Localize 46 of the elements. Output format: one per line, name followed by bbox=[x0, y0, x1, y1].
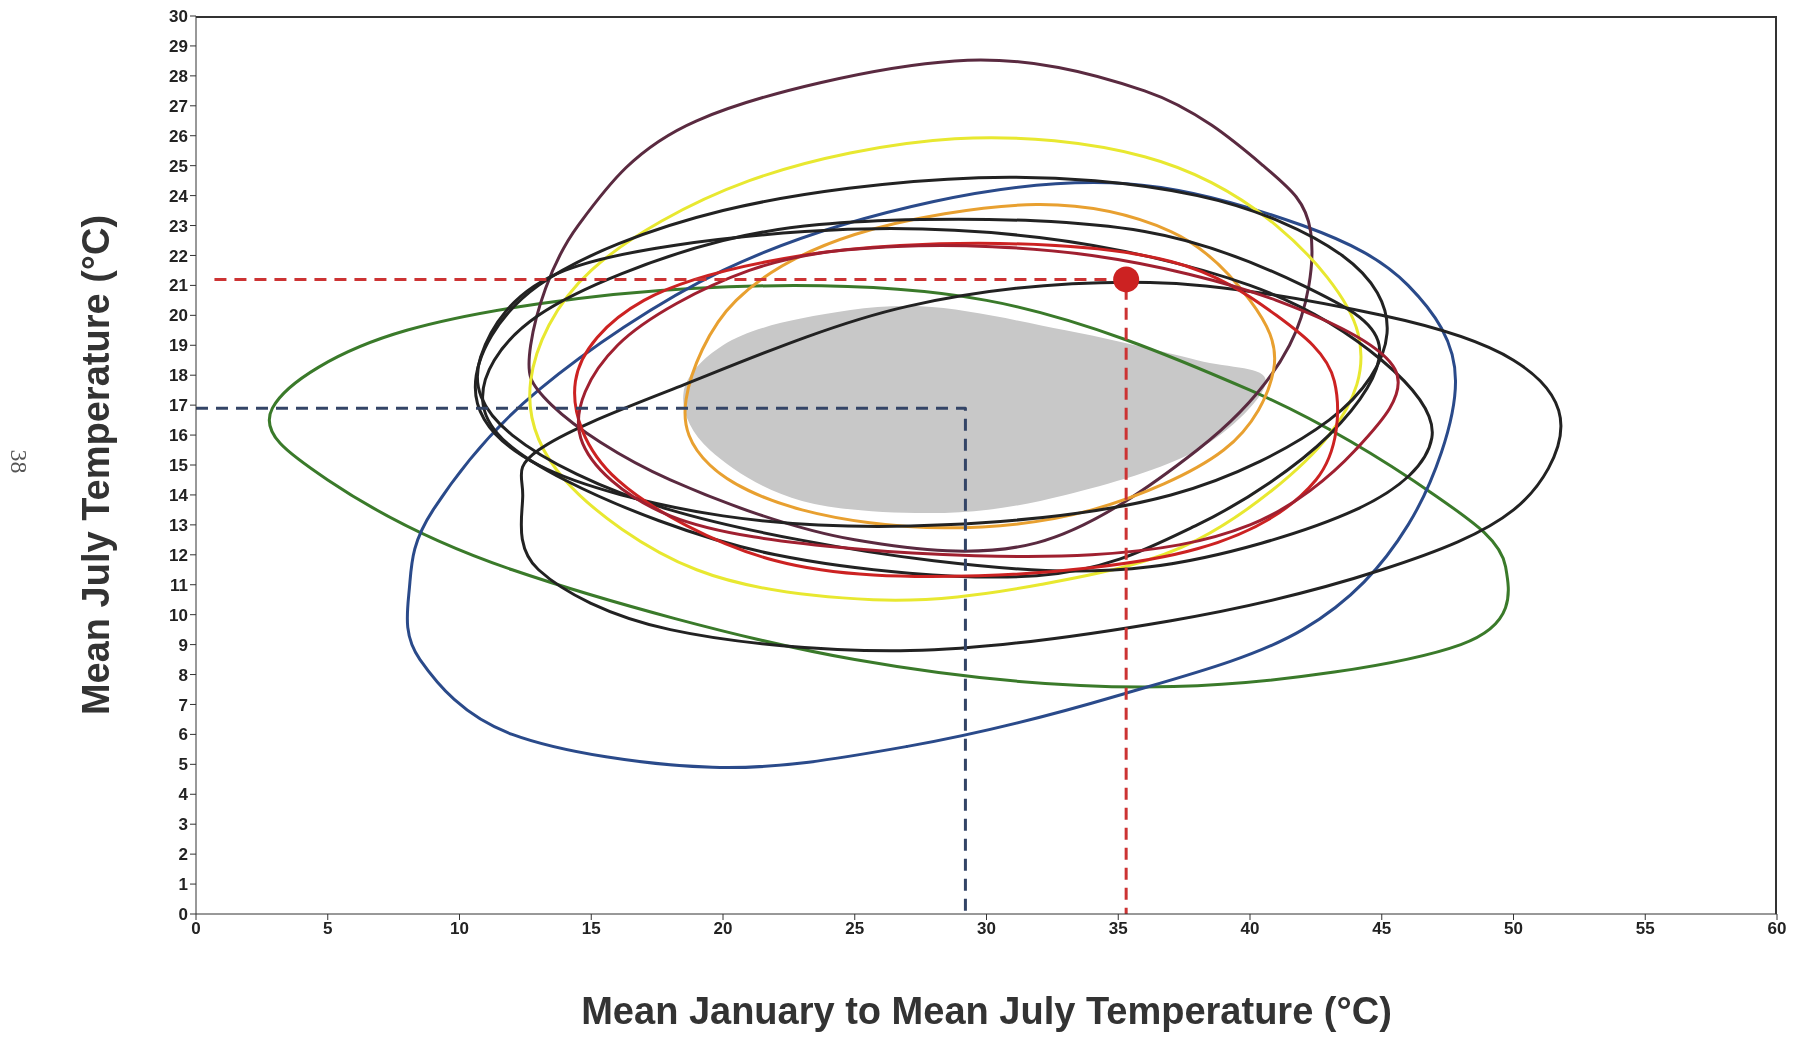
x-tick-label: 30 bbox=[977, 919, 996, 939]
y-axis-title: Mean July Temperature (°C) bbox=[75, 214, 118, 716]
y-tick-label: 1 bbox=[178, 875, 188, 895]
x-tick-label: 5 bbox=[323, 919, 333, 939]
y-tick-label: 2 bbox=[178, 845, 188, 865]
y-tick-label: 21 bbox=[169, 276, 188, 296]
y-tick-label: 4 bbox=[178, 785, 189, 805]
y-tick-label: 26 bbox=[169, 126, 188, 146]
x-tick-label: 55 bbox=[1635, 919, 1655, 939]
y-tick-label: 27 bbox=[169, 96, 188, 116]
y-tick-label: 5 bbox=[178, 755, 188, 775]
y-tick-label: 13 bbox=[169, 515, 188, 535]
y-tick-label: 8 bbox=[178, 665, 188, 685]
y-tick-label: 16 bbox=[169, 426, 188, 446]
y-tick-label: 25 bbox=[169, 156, 188, 176]
y-tick-label: 11 bbox=[170, 575, 188, 595]
y-tick-label: 10 bbox=[169, 605, 188, 625]
y-tick-label: 18 bbox=[169, 366, 188, 386]
y-tick-label: 7 bbox=[178, 695, 188, 715]
y-tick-label: 19 bbox=[169, 336, 188, 356]
x-axis-title: Mean January to Mean July Temperature (°C) bbox=[581, 990, 1392, 1032]
y-tick-label: 20 bbox=[169, 306, 188, 326]
text: 38 bbox=[4, 449, 32, 474]
y-tick-label: 6 bbox=[178, 725, 188, 745]
x-tick-label: 40 bbox=[1240, 919, 1260, 939]
y-tick-label: 9 bbox=[178, 635, 188, 655]
x-tick-label: 10 bbox=[450, 919, 469, 939]
y-tick-label: 24 bbox=[169, 186, 189, 206]
y-tick-label: 23 bbox=[169, 216, 188, 236]
x-tick-label: 50 bbox=[1504, 919, 1523, 939]
y-tick-label: 30 bbox=[169, 7, 188, 27]
y-tick-label: 15 bbox=[169, 456, 188, 476]
y-tick-label: 0 bbox=[178, 905, 188, 925]
y-tick-label: 12 bbox=[169, 545, 188, 565]
y-tick-label: 22 bbox=[169, 246, 188, 266]
y-tick-label: 14 bbox=[169, 485, 189, 505]
x-tick-label: 35 bbox=[1108, 919, 1128, 939]
y-tick-label: 3 bbox=[178, 815, 188, 835]
x-tick-label: 45 bbox=[1372, 919, 1392, 939]
x-tick-label: 25 bbox=[845, 919, 865, 939]
y-tick-label: 29 bbox=[169, 36, 188, 56]
x-tick-label: 15 bbox=[581, 919, 601, 939]
x-tick-label: 60 bbox=[1767, 919, 1787, 939]
x-tick-label: 20 bbox=[713, 919, 733, 939]
y-tick-label: 17 bbox=[169, 396, 188, 416]
y-tick-label: 28 bbox=[169, 66, 188, 86]
